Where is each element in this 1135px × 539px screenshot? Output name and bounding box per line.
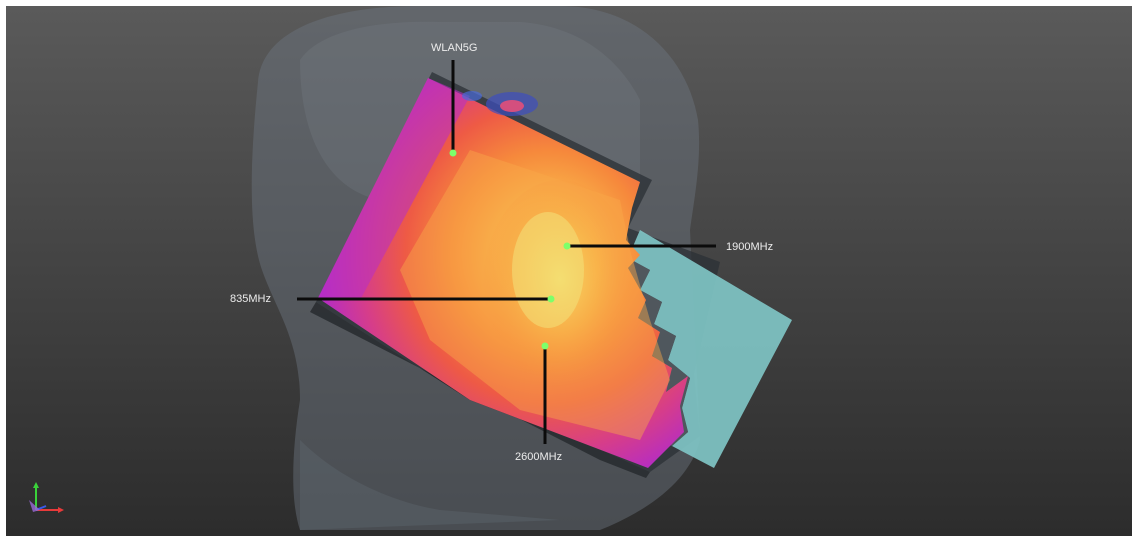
probe-label-1900mhz: 1900MHz — [726, 241, 774, 253]
probe-835mhz[interactable] — [297, 295, 555, 303]
sar-heatmap — [318, 78, 688, 468]
probe-label-2600mhz: 2600MHz — [515, 451, 563, 463]
probe-wlan5g[interactable] — [449, 60, 457, 157]
probe-1900mhz[interactable] — [563, 242, 717, 250]
axes-triad-icon — [29, 482, 64, 513]
probe-label-wlan5g: WLAN5G — [431, 42, 478, 54]
probe-2600mhz[interactable] — [541, 342, 549, 445]
probe-label-835mhz: 835MHz — [230, 293, 271, 305]
